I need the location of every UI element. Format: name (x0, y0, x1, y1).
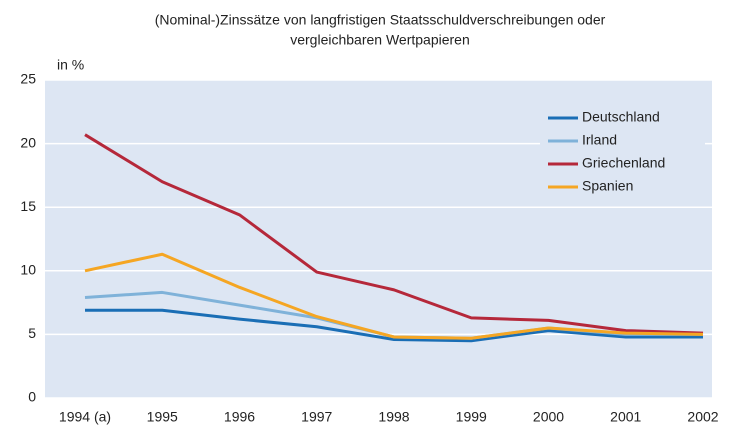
legend-label: Spanien (582, 178, 633, 194)
chart-title: vergleichbaren Wertpapieren (290, 32, 470, 48)
x-tick-label: 1996 (224, 409, 255, 425)
x-tick-label: 2002 (687, 409, 718, 425)
x-tick-label: 1999 (456, 409, 487, 425)
y-tick-label: 0 (28, 389, 36, 405)
y-tick-label: 15 (20, 198, 36, 214)
x-tick-label: 1994 (a) (59, 409, 111, 425)
x-tick-label: 1998 (378, 409, 409, 425)
chart-title: (Nominal-)Zinssätze von langfristigen St… (155, 12, 606, 28)
legend-label: Irland (582, 132, 617, 148)
x-tick-label: 2001 (610, 409, 641, 425)
y-tick-label: 10 (20, 262, 36, 278)
series-line (84, 133, 704, 335)
legend-label: Griechenland (582, 155, 665, 171)
y-axis-label: in % (57, 57, 84, 73)
legend-box (540, 108, 705, 198)
x-tick-label: 1997 (301, 409, 332, 425)
series-line (84, 252, 704, 340)
x-tick-label: 1995 (147, 409, 178, 425)
y-tick-label: 25 (20, 71, 36, 87)
x-tick-label: 2000 (533, 409, 564, 425)
series-line (85, 308, 703, 343)
legend-label: Deutschland (582, 109, 660, 125)
y-tick-label: 5 (28, 325, 36, 341)
y-tick-label: 20 (20, 134, 36, 150)
